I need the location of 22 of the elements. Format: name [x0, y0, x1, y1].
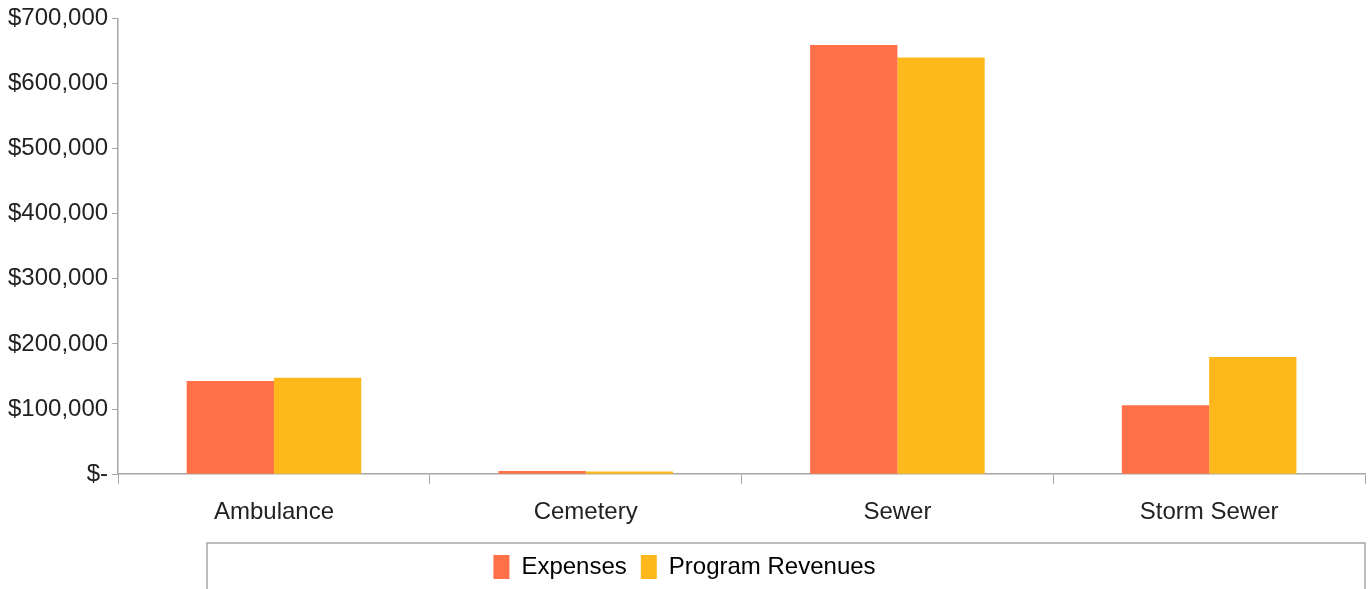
x-tick-label: Storm Sewer: [1139, 497, 1279, 525]
y-tick-label: $100,000: [7, 393, 109, 421]
x-tick-label: Cemetery: [533, 497, 638, 525]
bar: [1209, 356, 1297, 474]
legend-label: Program Revenues: [668, 551, 876, 579]
y-tick-label: $600,000: [7, 68, 109, 96]
y-tick-label: $700,000: [7, 3, 109, 31]
y-tick-label: $-: [86, 458, 109, 486]
y-tick-label: $400,000: [7, 198, 109, 226]
y-tick-label: $200,000: [7, 328, 109, 356]
y-tick-label: $300,000: [7, 263, 109, 291]
bar: [498, 470, 586, 474]
legend-label: Expenses: [521, 551, 627, 579]
bar: [186, 381, 274, 474]
bar: [585, 471, 673, 474]
bar: [897, 57, 985, 474]
y-tick-label: $500,000: [7, 133, 109, 161]
x-tick-label: Sewer: [863, 497, 932, 525]
bar: [273, 377, 362, 474]
bar: [810, 45, 898, 474]
x-tick-label: Ambulance: [213, 497, 334, 525]
bar: [1121, 405, 1210, 474]
